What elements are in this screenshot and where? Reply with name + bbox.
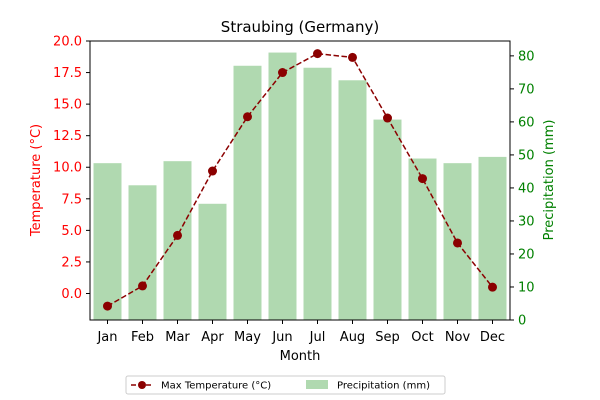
precip-bar-dec (478, 156, 507, 320)
precip-bar-may (233, 65, 262, 320)
precip-bar-jan (93, 163, 122, 320)
temperature-series-line (107, 52, 494, 307)
temp-point-jun (278, 68, 287, 78)
y-left-tick-label: 20.0 (53, 35, 82, 50)
precip-bar-oct (408, 158, 437, 320)
precipitation-bars (93, 52, 507, 321)
precip-bar-jun (268, 52, 297, 321)
temp-point-jan (103, 301, 112, 311)
y-left-tick-label: 15.0 (53, 98, 82, 113)
chart-title: Straubing (Germany) (221, 18, 379, 36)
temp-point-apr (208, 166, 217, 176)
y-left-tick-label: 7.5 (61, 192, 82, 207)
y-axis-left-label: Temperature (°C) (29, 124, 44, 237)
x-tick-label: Nov (445, 330, 471, 345)
x-tick-label: Feb (131, 330, 154, 345)
x-tick-label: Dec (480, 330, 505, 345)
x-axis-label: Month (280, 349, 321, 364)
temp-point-may (243, 112, 252, 122)
y-left-tick-label: 17.5 (53, 66, 82, 81)
plot-frame (89, 40, 511, 321)
precip-bar-apr (198, 203, 227, 320)
x-tick-label: Aug (340, 330, 365, 345)
x-tick-label: Jul (309, 330, 326, 345)
temp-point-sep (383, 113, 392, 123)
y-right-tick-label: 70 (518, 82, 535, 97)
legend: Max Temperature (°C) Precipitation (mm) (125, 375, 446, 395)
x-tick-label: Mar (165, 330, 190, 345)
x-tick-label: Oct (411, 330, 433, 345)
legend-box (125, 375, 446, 395)
y-axis-right-label: Precipitation (mm) (542, 120, 557, 241)
legend-label-precipitation: Precipitation (mm) (337, 381, 430, 392)
precip-bar-sep (373, 119, 402, 320)
precip-bar-feb (128, 185, 157, 320)
x-tick-label: Jan (96, 330, 117, 345)
temp-point-mar (173, 230, 182, 240)
y-axis-left: 0.0 2.5 5.0 7.5 10.0 12.5 15.0 17.5 20.0 (53, 35, 90, 302)
temp-point-oct (418, 174, 427, 184)
temp-point-dec (488, 282, 497, 292)
legend-bar-swatch (306, 380, 328, 389)
y-right-tick-label: 10 (518, 280, 535, 295)
precip-bar-mar (163, 161, 192, 320)
y-axis-right: 0 10 20 30 40 50 60 70 80 (510, 49, 535, 329)
y-left-tick-label: 12.5 (53, 129, 82, 144)
y-right-tick-label: 50 (518, 148, 535, 163)
y-left-tick-label: 10.0 (53, 161, 82, 176)
y-right-tick-label: 40 (518, 181, 535, 196)
precip-bar-aug (338, 80, 367, 320)
temp-point-aug (348, 52, 357, 62)
y-right-tick-label: 0 (518, 314, 526, 329)
y-right-tick-label: 20 (518, 247, 535, 262)
x-tick-label: May (234, 330, 261, 345)
temp-point-feb (138, 281, 147, 291)
y-left-tick-label: 0.0 (61, 287, 82, 302)
x-tick-label: Sep (375, 330, 400, 345)
x-tick-label: Jun (271, 330, 292, 345)
x-tick-label: Apr (201, 330, 224, 345)
y-right-tick-label: 60 (518, 115, 535, 130)
y-left-tick-label: 5.0 (61, 224, 82, 239)
legend-label-temperature: Max Temperature (°C) (161, 381, 271, 392)
temp-point-jul (313, 49, 322, 59)
temperature-line (103, 49, 497, 311)
x-axis: Jan Feb Mar Apr May Jun Jul Aug Sep Oct Nov Dec (96, 320, 505, 345)
temp-point-nov (453, 238, 462, 248)
y-right-tick-label: 30 (518, 214, 535, 229)
legend-line-marker (138, 381, 146, 389)
precip-bar-jul (303, 67, 332, 321)
y-left-tick-label: 2.5 (61, 255, 82, 270)
y-right-tick-label: 80 (518, 49, 535, 64)
